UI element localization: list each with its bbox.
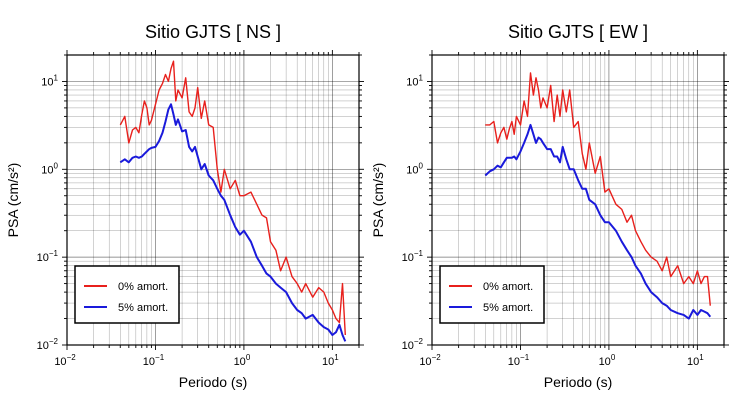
series-line-5pct — [484, 123, 712, 320]
x-tick-labels: 10−2 10−1 100 101 — [54, 353, 339, 368]
y-tick-label: 10−1 — [402, 249, 424, 264]
tick-base: 10 — [41, 164, 53, 176]
y-axis-label: PSA (cm/s²) — [370, 163, 386, 238]
x-tick-label: 10−2 — [54, 353, 76, 368]
tick-exponent: −2 — [432, 353, 442, 362]
x-tick-label: 100 — [599, 353, 616, 368]
tick-exponent: 0 — [419, 161, 424, 170]
tick-base: 10 — [234, 356, 246, 368]
x-tick-labels: 10−2 10−1 100 101 — [419, 353, 704, 368]
tick-exponent: 1 — [334, 353, 339, 362]
y-tick-label: 100 — [406, 161, 423, 176]
tick-base: 10 — [41, 76, 53, 88]
y-tick-label: 10−1 — [37, 249, 59, 264]
tick-exponent: 1 — [54, 73, 59, 82]
tick-exponent: 0 — [246, 353, 251, 362]
series-line-5pct — [119, 103, 347, 342]
y-tick-label: 101 — [41, 73, 58, 88]
x-tick-label: 101 — [687, 353, 704, 368]
tick-exponent: −2 — [49, 337, 59, 346]
series-line-0pct — [485, 72, 711, 306]
legend: 0% amort. 5% amort. — [439, 265, 545, 324]
tick-exponent: −1 — [155, 353, 165, 362]
chart-title: Sitio GJTS [ EW ] — [508, 22, 648, 42]
x-axis-label: Periodo (s) — [179, 374, 247, 390]
tick-base: 10 — [37, 340, 49, 352]
tick-exponent: 0 — [54, 161, 59, 170]
series-line-0pct — [119, 60, 346, 336]
tick-base: 10 — [406, 164, 418, 176]
legend-label-5pct: 5% amort. — [483, 302, 533, 314]
axis-ticks — [62, 50, 364, 350]
legend-box — [74, 265, 180, 324]
y-axis-label: PSA (cm/s²) — [5, 163, 21, 238]
tick-base: 10 — [143, 356, 155, 368]
tick-exponent: 1 — [419, 73, 424, 82]
x-tick-label: 10−2 — [419, 353, 441, 368]
x-tick-label: 101 — [322, 353, 339, 368]
x-tick-label: 10−1 — [143, 353, 165, 368]
y-tick-label: 101 — [406, 73, 423, 88]
legend: 0% amort. 5% amort. — [74, 265, 180, 324]
tick-exponent: −2 — [414, 337, 424, 346]
legend-label-0pct: 0% amort. — [118, 281, 168, 293]
legend-label-5pct: 5% amort. — [118, 302, 168, 314]
y-tick-label: 10−2 — [402, 337, 424, 352]
tick-base: 10 — [419, 356, 431, 368]
tick-base: 10 — [54, 356, 66, 368]
tick-exponent: 1 — [699, 353, 704, 362]
tick-base: 10 — [508, 356, 520, 368]
tick-base: 10 — [687, 356, 699, 368]
tick-exponent: −1 — [49, 249, 59, 258]
plot-frame — [431, 54, 725, 346]
legend-box — [439, 265, 545, 324]
tick-exponent: −1 — [414, 249, 424, 258]
y-tick-label: 10−2 — [37, 337, 59, 352]
x-tick-label: 10−1 — [508, 353, 530, 368]
tick-base: 10 — [322, 356, 334, 368]
axis-ticks — [427, 50, 729, 350]
tick-base: 10 — [406, 76, 418, 88]
plot-frame — [66, 54, 360, 346]
series-lines — [484, 72, 712, 320]
x-tick-label: 100 — [234, 353, 251, 368]
legend-label-0pct: 0% amort. — [483, 281, 533, 293]
tick-base: 10 — [37, 252, 49, 264]
y-tick-label: 100 — [41, 161, 58, 176]
chart-title: Sitio GJTS [ NS ] — [145, 22, 281, 42]
x-axis-label: Periodo (s) — [544, 374, 612, 390]
tick-exponent: −1 — [520, 353, 530, 362]
tick-exponent: 0 — [611, 353, 616, 362]
tick-base: 10 — [402, 252, 414, 264]
series-lines — [119, 60, 347, 342]
tick-exponent: −2 — [67, 353, 77, 362]
tick-base: 10 — [402, 340, 414, 352]
tick-base: 10 — [599, 356, 611, 368]
